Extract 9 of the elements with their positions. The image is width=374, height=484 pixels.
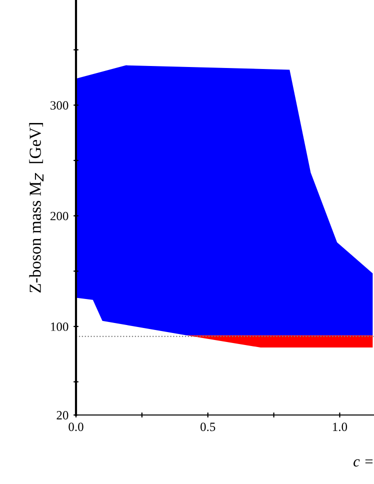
x-tick-label: 1.0 xyxy=(333,422,348,432)
y-tick-label: 20 xyxy=(56,411,68,420)
y-tick-label: 300 xyxy=(50,101,68,110)
x-tick-label: 0.5 xyxy=(200,422,216,432)
x-axis-title: c = xyxy=(354,459,373,467)
y-axis-title: Z-boson mass M$_{Z}$ [GeV] xyxy=(29,123,44,293)
y-tick-label: 200 xyxy=(50,212,68,220)
x-tick-label: 0.0 xyxy=(68,422,84,432)
y-tick-label: 100 xyxy=(51,322,68,331)
